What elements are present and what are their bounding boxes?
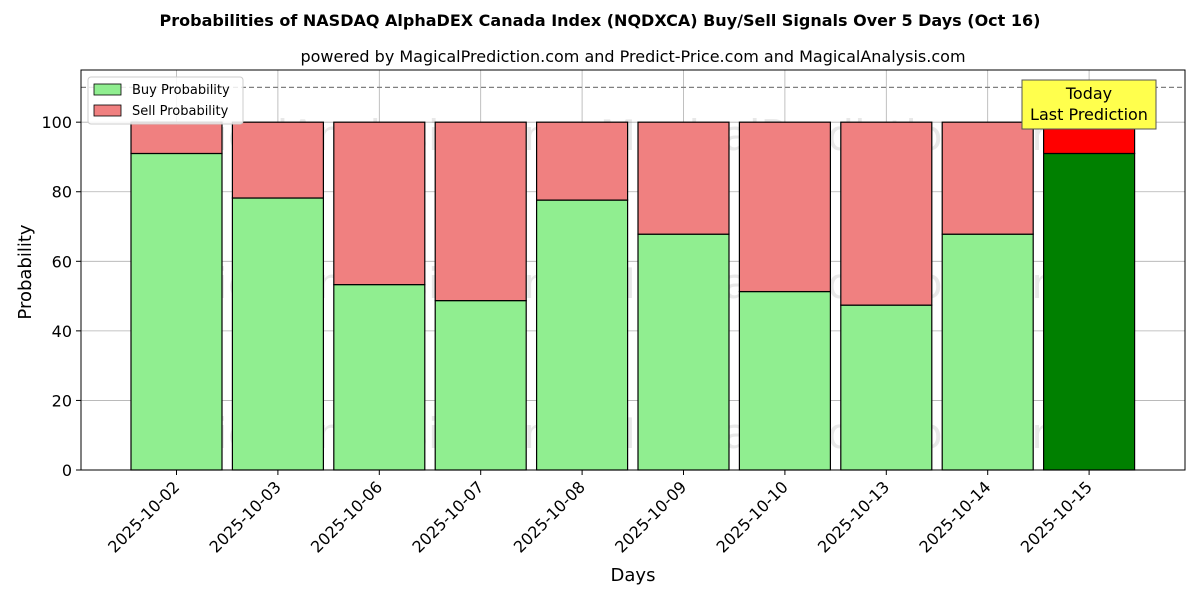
- bars: [81, 86, 1185, 471]
- chart-subtitle: powered by MagicalPrediction.com and Pre…: [300, 47, 965, 66]
- x-tick-label: 2025-10-09: [611, 477, 690, 556]
- x-tick-label: 2025-10-06: [307, 477, 386, 556]
- y-tick-label: 20: [52, 391, 72, 410]
- bar-buy: [434, 300, 527, 471]
- bar-sell: [637, 121, 730, 235]
- bar-buy: [637, 233, 730, 471]
- annotation-text: Last Prediction: [1030, 105, 1148, 124]
- y-tick-label: 60: [52, 252, 72, 271]
- legend-label: Buy Probability: [132, 83, 230, 98]
- annotation-text: Today: [1065, 84, 1112, 103]
- legend: Buy Probability Sell Probability: [87, 76, 244, 125]
- x-tick-label: 2025-10-10: [713, 477, 792, 556]
- legend-label: Sell Probability: [132, 104, 229, 119]
- bar-buy: [941, 233, 1034, 471]
- bar-buy: [535, 199, 629, 471]
- bar-sell: [941, 121, 1034, 235]
- y-tick-label: 40: [52, 322, 72, 341]
- x-tick-label: 2025-10-13: [814, 477, 893, 556]
- bar-buy: [231, 197, 324, 471]
- y-tick-label: 80: [52, 183, 72, 202]
- x-axis-label: Days: [611, 565, 656, 586]
- x-tick-label: 2025-10-03: [206, 477, 285, 556]
- x-tick-label: 2025-10-02: [104, 477, 183, 556]
- y-tick-label: 0: [62, 461, 72, 480]
- x-tick-label: 2025-10-15: [1017, 477, 1096, 556]
- bar-sell: [434, 121, 527, 302]
- x-tick-label: 2025-10-14: [915, 477, 994, 556]
- bar-sell: [130, 121, 223, 155]
- bar-sell: [535, 121, 629, 201]
- y-axis-label: Probability: [15, 224, 36, 319]
- plot-frame: [80, 69, 1186, 471]
- annotation-box: [1021, 79, 1157, 130]
- x-tick-label: 2025-10-07: [408, 477, 487, 556]
- bar-buy: [738, 290, 832, 471]
- bar-sell: [738, 121, 832, 293]
- bar-buy: [130, 152, 223, 471]
- legend-box: [87, 76, 244, 125]
- bar-sell: [333, 121, 426, 286]
- annotation: Today Last Prediction: [1021, 79, 1157, 130]
- bar-sell: [231, 121, 324, 199]
- bar-buy: [840, 304, 933, 471]
- chart-title: Probabilities of NASDAQ AlphaDEX Canada …: [160, 11, 1041, 30]
- bar-sell: [840, 121, 933, 306]
- bar-buy: [1042, 152, 1136, 471]
- legend-swatch: [93, 83, 122, 96]
- y-tick-label: 100: [41, 113, 72, 132]
- x-tick-label: 2025-10-08: [510, 477, 589, 556]
- legend-swatch: [93, 104, 122, 117]
- bar-buy: [333, 284, 426, 471]
